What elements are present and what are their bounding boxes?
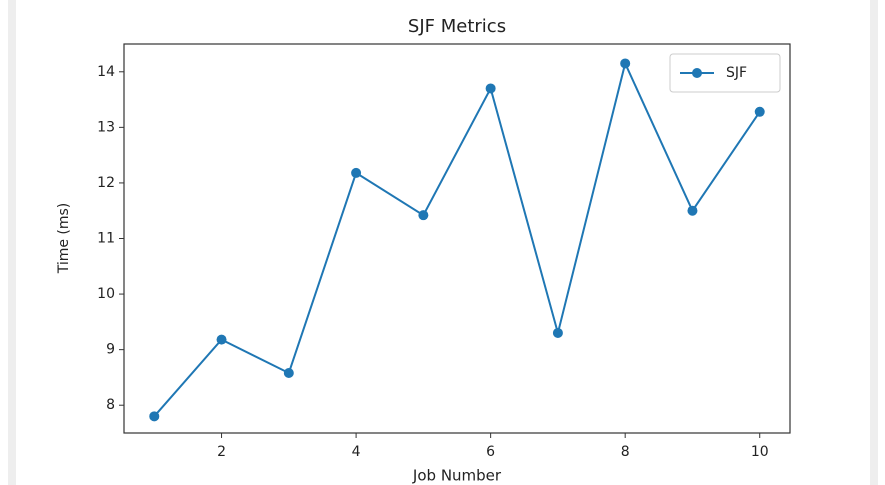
side-bar: [8, 0, 16, 485]
x-tick-label: 6: [486, 444, 495, 460]
legend-marker: [692, 68, 702, 78]
x-tick-label: 10: [751, 444, 769, 460]
point: [149, 411, 160, 422]
plot-frame: [123, 43, 791, 434]
point: [351, 167, 362, 178]
chart-title: SJF Metrics: [408, 16, 506, 37]
x-tick-label: 8: [621, 444, 630, 460]
y-tick-label: 11: [97, 231, 115, 247]
y-tick-label: 14: [97, 64, 115, 80]
point: [485, 83, 496, 94]
y-tick-label: 12: [97, 175, 115, 191]
point: [418, 210, 429, 221]
x-tick-label: 2: [217, 444, 226, 460]
legend-box: [669, 53, 781, 93]
y-tick-label: 8: [106, 397, 115, 413]
point: [283, 367, 294, 378]
y-tick-label: 9: [106, 342, 115, 358]
x-axis-label: Job Number: [412, 467, 502, 485]
y-axis-label: Time (ms): [56, 203, 72, 275]
y-tick-label: 10: [97, 286, 115, 302]
point: [754, 106, 765, 117]
point: [552, 327, 563, 338]
legend-label: SJF: [726, 65, 747, 81]
x-tick-label: 4: [352, 444, 361, 460]
y-tick-label: 13: [97, 119, 115, 135]
line: [153, 60, 761, 417]
side-bar: [870, 0, 878, 485]
point: [216, 334, 227, 345]
point: [620, 58, 631, 69]
point: [687, 205, 698, 216]
